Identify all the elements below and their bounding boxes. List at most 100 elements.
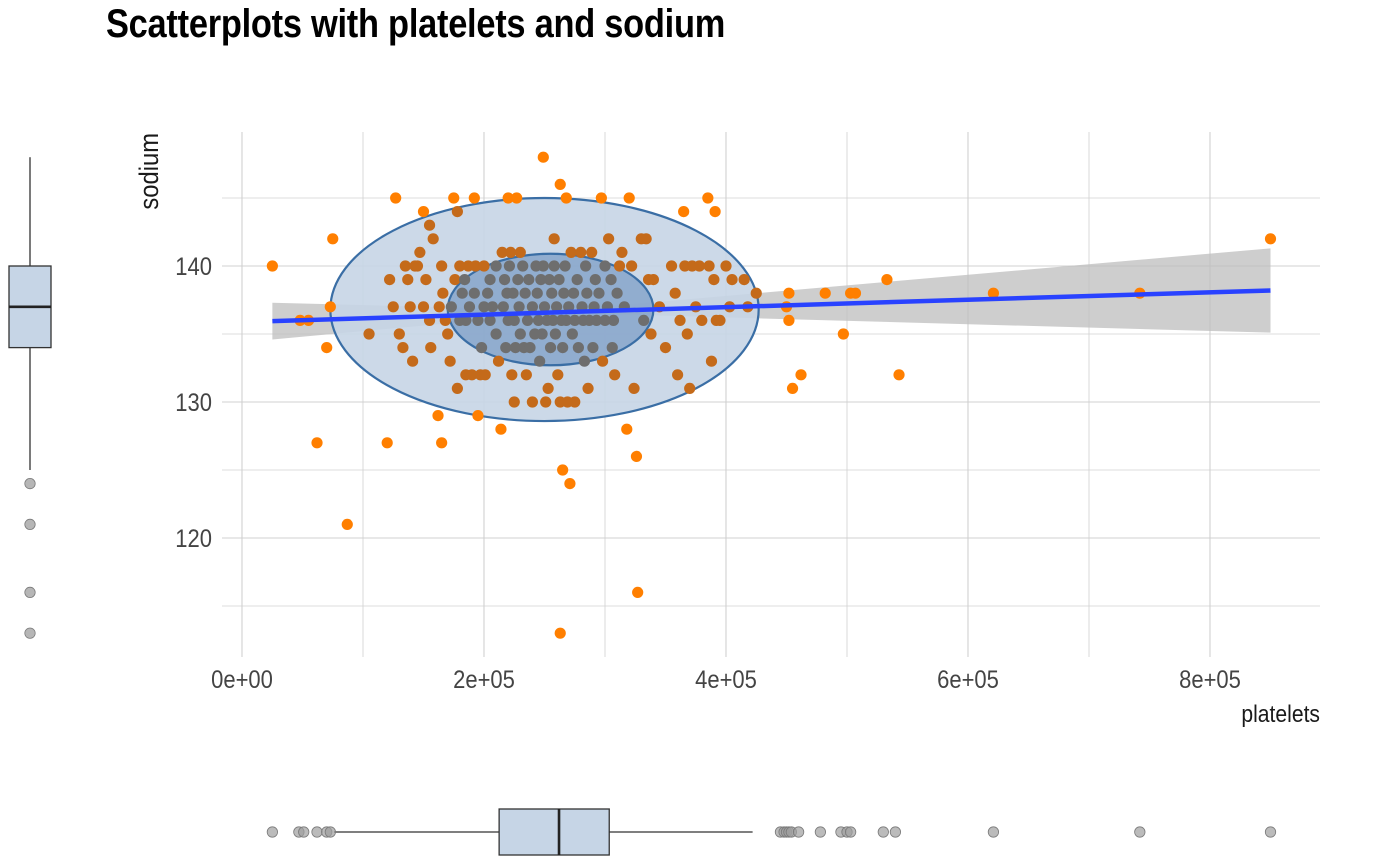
data-point [606,342,618,354]
data-point [613,260,626,272]
data-point [459,274,471,286]
data-point [540,396,552,408]
data-point [517,260,529,272]
data-point [423,219,436,231]
data-point [381,437,393,449]
regression-line [272,288,1271,324]
data-point [621,423,633,435]
data-point [987,287,1000,299]
data-point [449,274,461,286]
data-point [460,314,472,326]
data-point [645,328,657,340]
platelets-outlier [889,826,902,838]
data-point [475,342,488,354]
data-point [448,192,460,204]
data-point [433,301,445,313]
data-point [397,342,409,354]
x-tick-label: 2e+05 [453,666,515,694]
data-point [665,260,678,272]
data-point [708,274,720,286]
data-point [563,301,575,313]
platelets-outlier [792,826,805,838]
data-point [572,342,584,354]
platelets-box [498,808,610,856]
data-point [580,260,592,272]
data-point [324,301,336,313]
data-point [542,382,554,394]
regression-line-group [272,288,1271,324]
data-point [551,301,563,313]
data-point [714,314,726,326]
data-point [472,410,484,422]
y-tick-label: 120 [175,525,212,553]
platelets-outlier [845,826,857,838]
data-point [647,274,660,286]
data-point [554,178,566,190]
data-point [553,274,565,286]
data-point [523,274,535,286]
data-point [496,246,508,258]
data-point [531,287,543,299]
data-point [512,274,524,286]
data-point [425,342,437,354]
data-point [420,274,432,286]
data-point [472,314,484,326]
data-point [552,369,564,381]
data-point [404,301,416,313]
sodium-outlier [24,627,36,639]
data-point [659,342,672,354]
data-point [709,206,721,218]
data-point [549,328,561,340]
data-point [502,192,514,204]
data-point [750,287,762,299]
data-point [603,233,615,245]
data-point [526,301,539,313]
data-point [341,518,353,531]
data-point [616,246,628,258]
data-point [407,355,419,367]
data-point [557,342,569,354]
data-point [795,369,807,381]
data-point [674,314,686,326]
data-point [630,450,643,462]
data-point [442,328,454,340]
platelets-outlier [324,826,336,838]
data-point [535,274,547,286]
data-point [611,287,623,299]
data-point [497,301,509,313]
data-point [623,192,635,204]
data-point [492,355,505,367]
platelets-outlier [814,826,826,838]
data-point [596,355,609,367]
data-point [479,369,491,381]
data-point [605,274,617,286]
data-point [466,369,478,381]
data-point [411,260,424,272]
data-point [599,314,611,326]
data-point [571,274,583,286]
data-point [399,260,411,272]
data-point [548,260,560,272]
data-point [393,328,405,340]
chart-title: Scatterplots with platelets and sodium [106,2,726,46]
data-point [417,301,430,313]
y-tick-label: 130 [175,389,212,417]
data-point [532,314,545,326]
data-point [482,287,494,299]
data-point [451,206,463,218]
data-point [554,627,566,639]
data-point [626,260,638,272]
data-point [495,423,507,435]
data-point [384,274,396,286]
data-point [632,586,644,599]
data-point [536,328,548,340]
data-point [478,301,490,313]
data-point [786,382,799,394]
data-point [738,274,750,286]
data-point [498,274,511,286]
data-point [507,287,519,299]
data-point [783,314,795,326]
data-point [468,192,480,204]
data-point [468,287,480,299]
data-point [469,260,482,272]
